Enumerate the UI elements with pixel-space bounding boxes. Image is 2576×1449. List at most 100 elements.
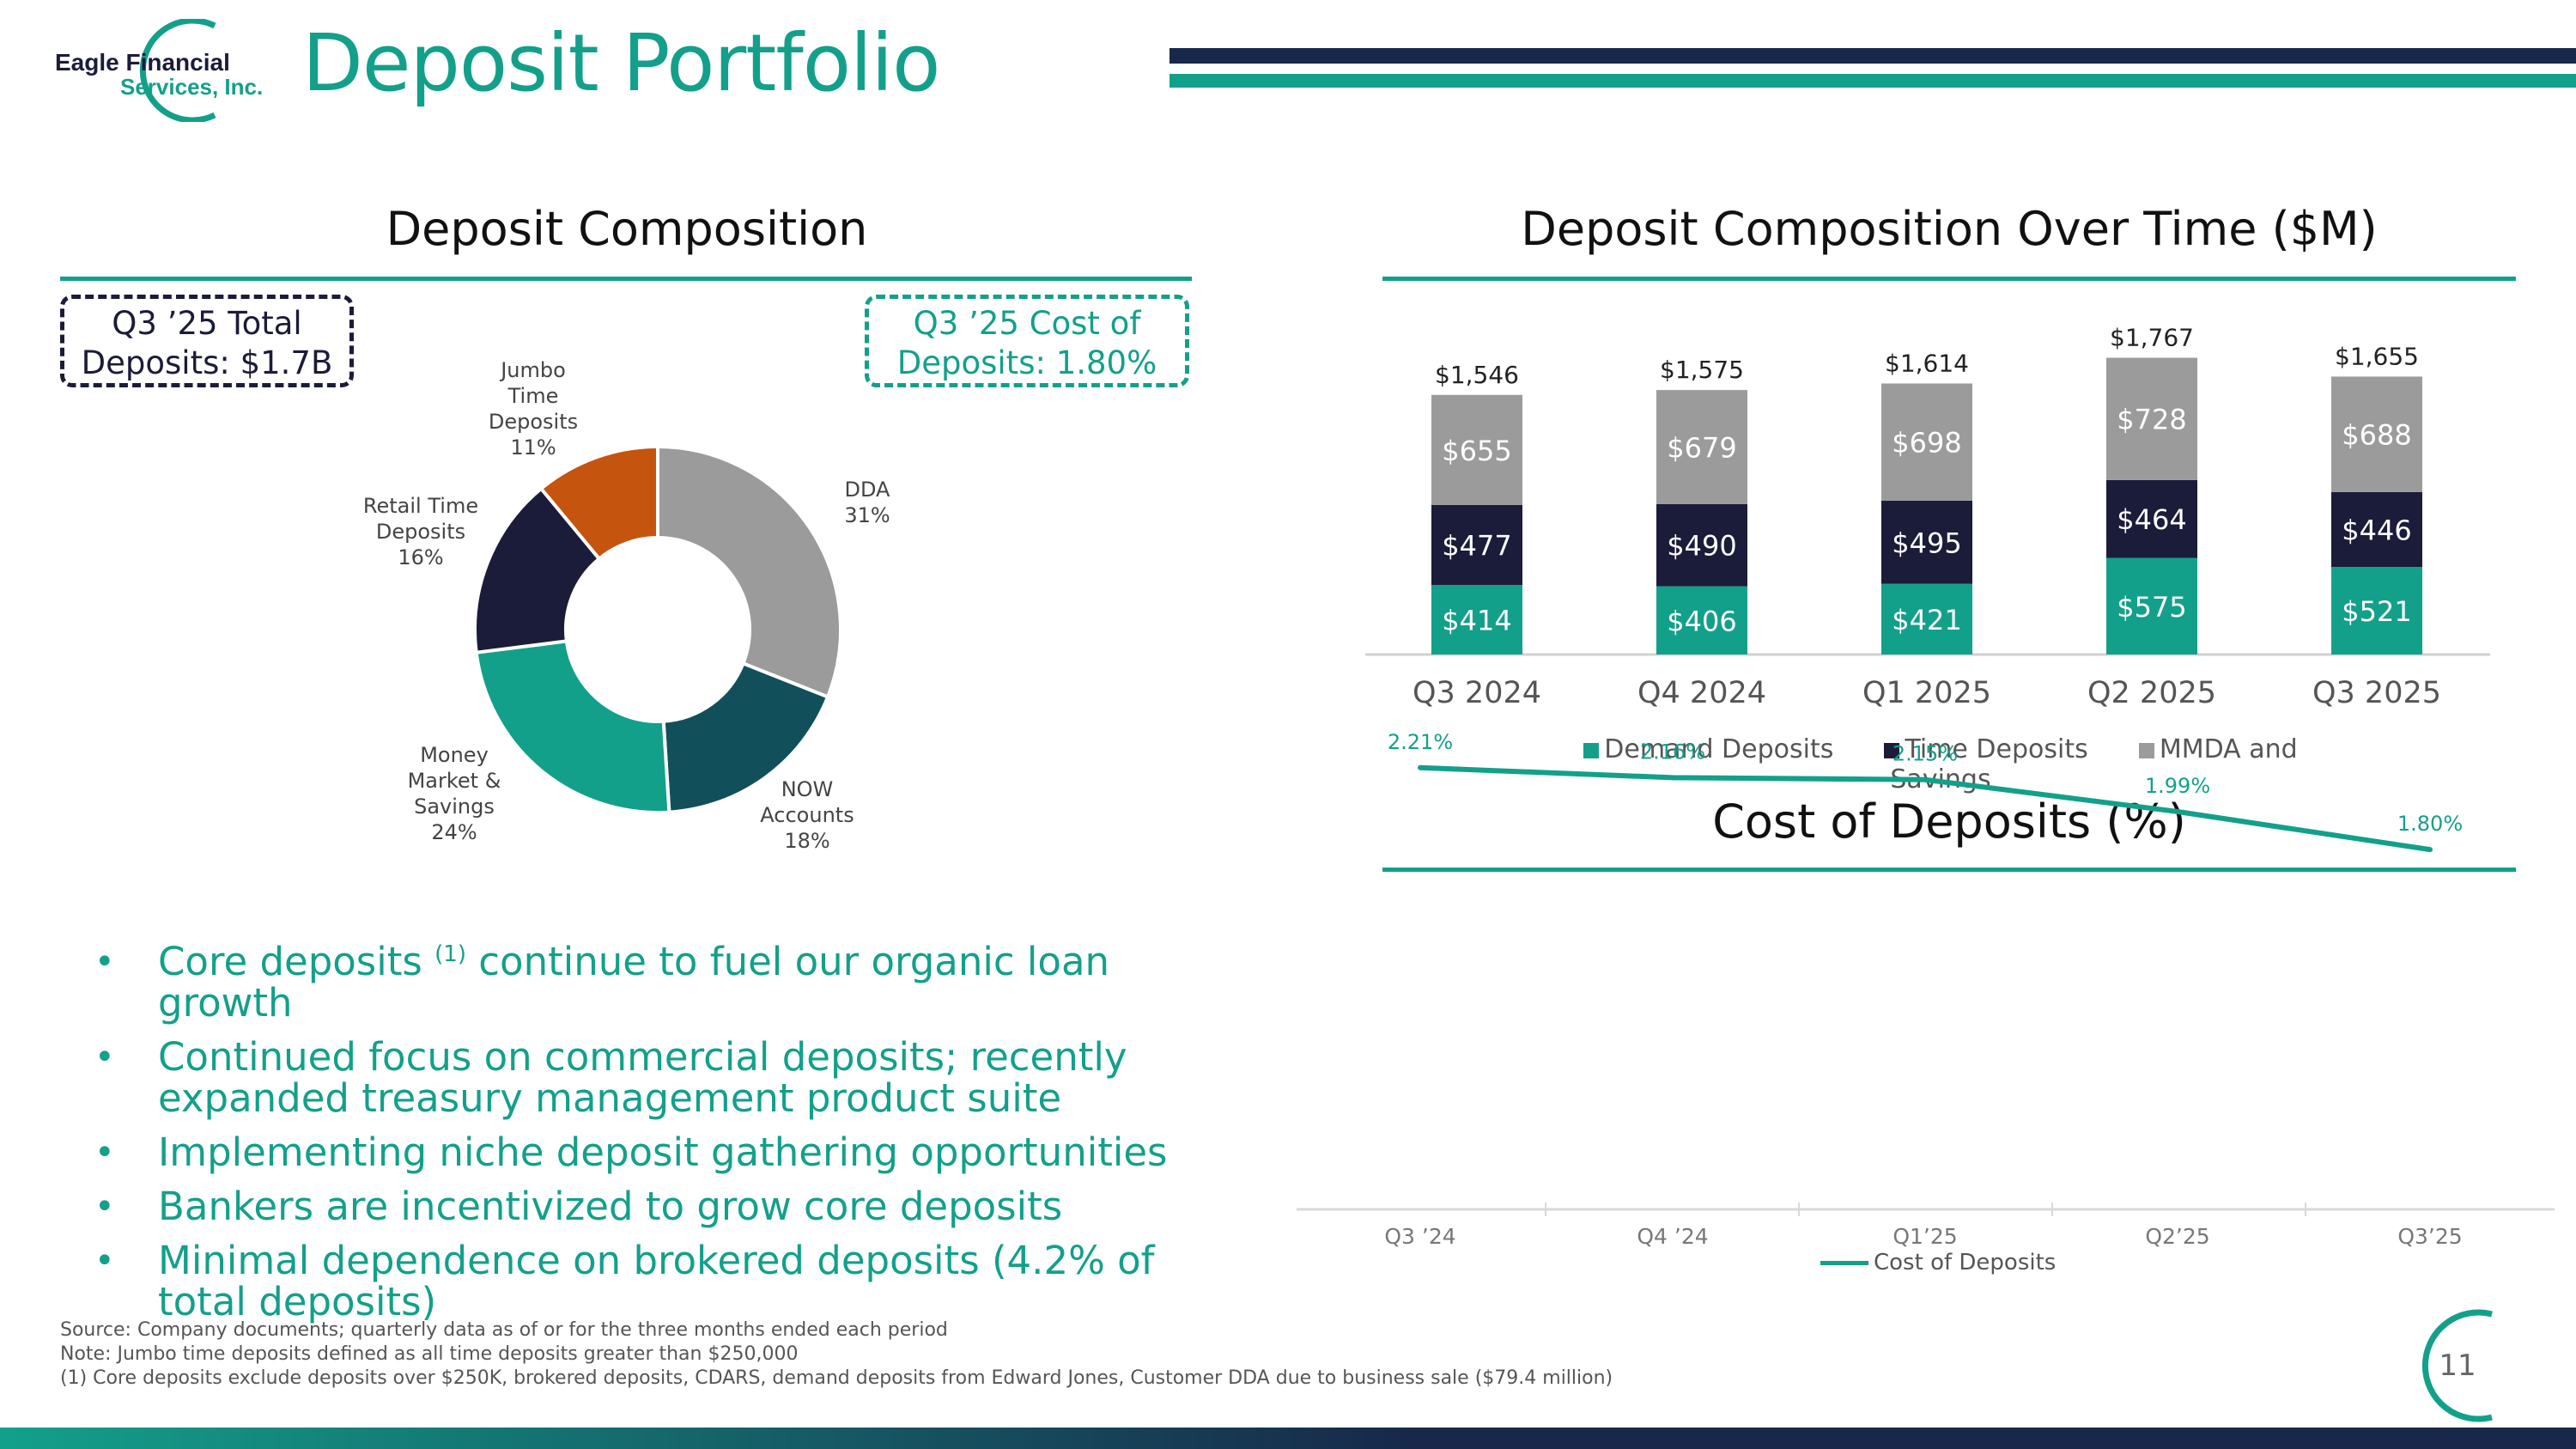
bullet-item: • Implementing niche deposit gathering o… [94,1132,1245,1173]
bullet-item: • Minimal dependence on brokered deposit… [94,1240,1245,1323]
bullet-dot-icon: • [94,1187,115,1227]
bar-value-label: $477 [1442,529,1511,562]
bar-total-label: $1,546 [1435,361,1519,389]
bar-segment-1-0 [1431,504,1522,586]
label-jumbo-l4: 11% [510,435,556,460]
label-retail-l3: 16% [398,545,444,569]
label-jumbo-l1: Jumbo [501,358,566,382]
line-rule [1382,868,2516,872]
bar-chart-title: Deposit Composition Over Time ($M) [1521,202,2378,256]
line-category-label: Q4 ’24 [1637,1224,1708,1249]
bar-value-label: $490 [1667,530,1736,563]
label-dda-l1: DDA [844,478,890,502]
bullet-dot-icon: • [94,1038,115,1077]
bullet-item: • Bankers are incentivized to grow core … [94,1186,1245,1227]
bar-segment-0-4 [2331,567,2422,654]
left-rule [60,277,1192,281]
cost-of-deposits-callout: Q3 ’25 Cost of Deposits: 1.80% [865,295,1189,387]
bar-value-label: $728 [2117,404,2186,436]
bar-total-label: $1,655 [2335,342,2419,370]
logo-swoosh-icon [139,19,216,122]
line-category-label: Q3 ’24 [1384,1224,1455,1249]
label-now-l3: 18% [784,829,830,853]
footnote-note: Note: Jumbo time deposits defined as all… [60,1343,799,1365]
cost-data-label: 2.15% [1893,742,1958,766]
deposit-composition-title: Deposit Composition [386,202,868,256]
bar-segment-0-3 [2106,557,2197,654]
legend-demand: Demand Deposits [1583,734,1833,764]
line-category-label: Q1’25 [1893,1224,1957,1249]
bar-value-label: $421 [1892,604,1961,636]
line-category-label: Q3’25 [2397,1224,2462,1249]
label-now: NOW Accounts 18% [747,776,867,854]
bar-segment-2-0 [1431,394,1522,505]
bar-category-label: Q1 2025 [1862,676,1991,710]
page-number: 11 [2439,1349,2476,1383]
bullet-text-rest: continue to fuel our organic loan growth [158,939,1110,1026]
label-now-l1: NOW [781,777,834,801]
label-mm-l2: Market & [407,769,501,793]
label-jumbo-l2: Time [507,384,559,408]
total-deposits-line1: Q3 ’25 Total [112,305,302,342]
donut-slice-1 [661,661,830,814]
bar-segment-1-3 [2106,479,2197,558]
bullet-dot-icon: • [94,1133,115,1172]
bullet-dot-icon: • [94,1241,115,1281]
donut-slice-0 [656,444,842,700]
bar-value-label: $406 [1667,605,1736,637]
label-mm-l3: Savings [414,795,495,819]
bullet-text: Implementing niche deposit gathering opp… [158,1129,1168,1175]
bar-category-label: Q2 2025 [2087,676,2216,710]
bullet-list: • Core deposits (1) continue to fuel our… [94,941,1245,1336]
bar-segment-0-2 [1881,583,1972,654]
bar-value-label: $446 [2342,514,2411,547]
logo-line1: Eagle Financial [55,49,230,76]
legend-time-swatch [1884,742,1900,758]
bar-category-label: Q3 2024 [1413,676,1541,710]
bar-value-label: $698 [1892,427,1961,460]
donut-slice-3 [473,486,602,654]
label-mm-l4: 24% [431,820,477,844]
cost-point-1 [1670,775,1675,781]
bullet-text: Bankers are incentivized to grow core de… [158,1184,1063,1229]
cost-callout-line1: Q3 ’25 Cost of [913,305,1141,342]
bar-value-label: $414 [1442,605,1511,637]
cost-callout-line2: Deposits: 1.80% [896,344,1157,381]
bar-segment-2-2 [1881,383,1972,501]
label-mm-l1: Money [420,743,489,767]
donut-chart [473,444,842,814]
bar-segment-1-1 [1656,503,1747,587]
label-retail-l2: Deposits [375,520,466,544]
label-jumbo-l3: Deposits [488,410,579,434]
bar-segment-1-2 [1881,500,1972,584]
bar-value-label: $679 [1667,431,1736,464]
cost-data-label: 1.99% [2145,774,2210,798]
bar-total-label: $1,575 [1660,356,1744,384]
footnote-source: Source: Company documents; quarterly dat… [60,1319,948,1341]
bar-value-label: $464 [2117,503,2186,536]
bar-rule [1382,277,2516,281]
legend-mmda-swatch [2138,742,2154,758]
cost-point-2 [1923,776,1928,782]
bar-segment-0-1 [1656,586,1747,654]
bar-segment-1-4 [2331,491,2422,568]
cost-point-0 [1418,764,1423,770]
bar-value-label: $688 [2342,419,2411,452]
line-category-label: Q2’25 [2145,1224,2209,1249]
bottom-bar [0,1428,2576,1449]
footnotes: Source: Company documents; quarterly dat… [60,1318,1613,1391]
page-title: Deposit Portfolio [302,17,940,109]
total-deposits-callout: Q3 ’25 Total Deposits: $1.7B [60,295,354,387]
cost-data-label: 2.16% [1640,740,1705,764]
label-money-market: Money Market & Savings 24% [390,742,519,845]
cost-point-4 [2427,847,2433,853]
label-now-l2: Accounts [760,803,854,827]
bar-segment-2-4 [2331,376,2422,492]
bar-category-label: Q3 2025 [2312,676,2441,710]
bullet-superscript: (1) [434,941,466,967]
legend-time: Time Deposits [1884,734,2088,764]
legend-cost-label: Cost of Deposits [1874,1250,2057,1275]
cost-data-label: 1.80% [2397,812,2463,836]
bullet-item: • Continued focus on commercial deposits… [94,1037,1245,1119]
legend-demand-label: Demand Deposits [1604,734,1834,764]
